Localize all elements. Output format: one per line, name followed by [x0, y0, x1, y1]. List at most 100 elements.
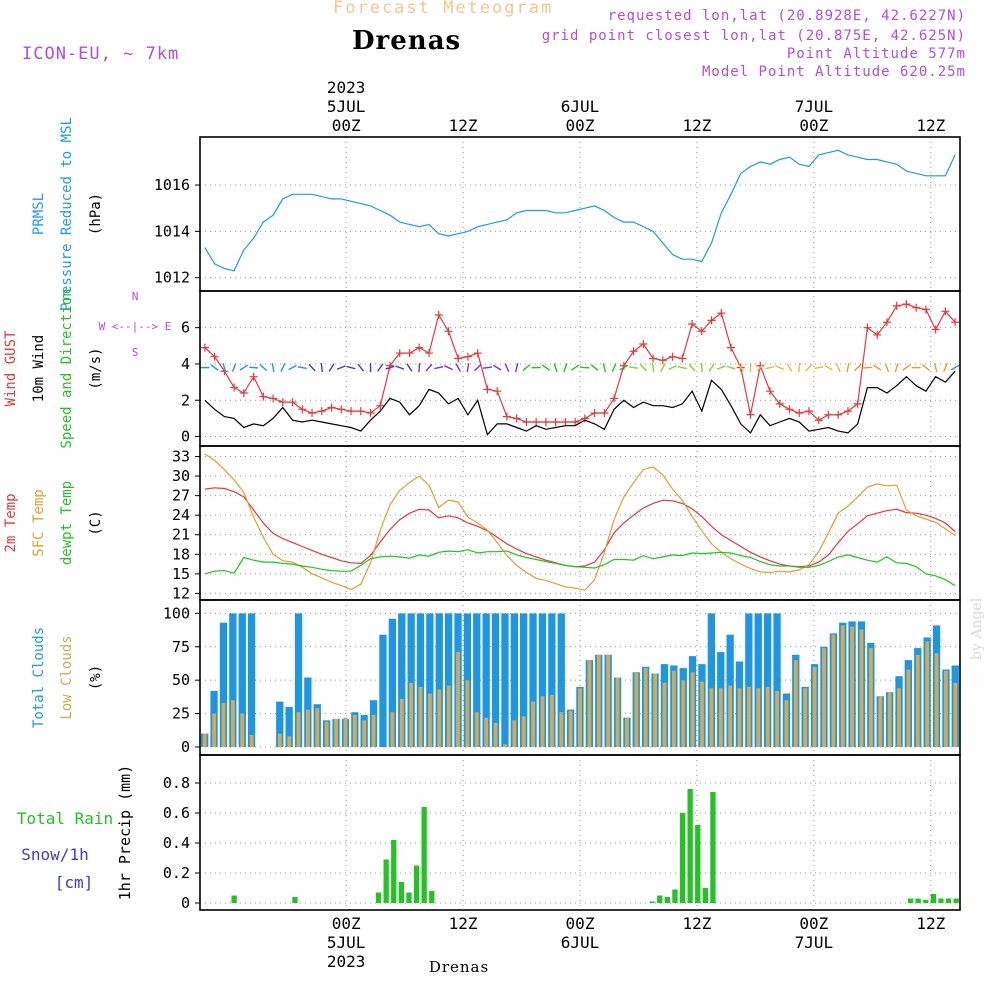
bar-low-clouds — [362, 720, 367, 747]
gust-marker — [532, 418, 541, 427]
bar-low-clouds — [512, 720, 517, 747]
wind-direction-arrow — [466, 363, 470, 373]
gust-marker — [561, 418, 570, 427]
bar-total-rain — [923, 900, 929, 903]
wind-direction-arrow — [639, 363, 648, 372]
gust-marker — [200, 343, 209, 352]
bar-low-clouds — [428, 693, 432, 747]
bar-total-rain — [649, 901, 655, 903]
bar-low-clouds — [334, 718, 338, 747]
bar-total-clouds — [538, 613, 547, 747]
panel-pressure: 1012 1014 1016 PRMSL Pressure Reduced to MSL… — [31, 117, 961, 311]
top-axis-label: 00Z — [566, 116, 595, 135]
wind-direction-arrow — [943, 363, 948, 373]
y-tick-label: 0.6 — [163, 804, 190, 822]
gust-marker — [327, 403, 336, 412]
bar-low-clouds — [634, 672, 639, 747]
top-axis-label: 2023 — [327, 78, 366, 97]
bar-total-clouds — [426, 613, 434, 747]
gust-marker — [347, 407, 356, 416]
bar-total-clouds — [745, 613, 753, 747]
wind-direction-arrow — [677, 365, 687, 370]
wind-direction-arrow — [716, 365, 726, 370]
gust-marker — [571, 418, 580, 427]
gust-marker — [951, 318, 960, 327]
wind-direction-arrow — [765, 365, 775, 370]
gust-marker — [902, 300, 911, 309]
bar-total-rain — [695, 825, 701, 903]
bar-low-clouds — [859, 629, 864, 747]
gust-marker — [688, 320, 697, 329]
bar-total-clouds — [407, 613, 415, 747]
panel-label: PRMSL — [31, 193, 47, 235]
wind-direction-arrow — [541, 364, 550, 371]
bar-low-clouds — [521, 716, 526, 747]
series-line-dewpt-temp — [204, 549, 956, 587]
snow-label: Snow/1h — [21, 845, 88, 864]
wind-direction-arrow — [797, 363, 801, 373]
y-tick-label: 27 — [172, 487, 190, 505]
bar-total-clouds — [754, 613, 762, 747]
series-line-2m-temp — [204, 487, 956, 568]
panel-label: Pressure Reduced to MSL — [59, 117, 75, 311]
panel-label: Wind GUST — [3, 330, 19, 406]
bar-low-clouds — [653, 673, 657, 747]
bar-low-clouds — [550, 694, 554, 747]
bottom-axis-label: 5JUL — [327, 933, 366, 952]
y-tick-label: 25 — [172, 705, 190, 723]
wind-direction-arrow — [775, 365, 785, 370]
bar-total-rain — [930, 894, 936, 903]
gust-marker — [600, 408, 609, 417]
bar-low-clouds — [493, 722, 498, 747]
bar-low-clouds — [503, 744, 507, 747]
wind-direction-arrow — [259, 364, 268, 372]
bar-total-clouds — [285, 706, 293, 747]
bar-low-clouds — [474, 712, 479, 747]
bar-low-clouds — [756, 688, 761, 747]
bar-total-clouds — [473, 613, 481, 747]
wind-direction-arrow — [708, 363, 715, 372]
bar-low-clouds — [728, 685, 732, 747]
bar-low-clouds — [456, 652, 460, 747]
gust-marker — [210, 352, 219, 361]
wind-direction-arrow — [492, 364, 502, 371]
bar-low-clouds — [747, 686, 751, 747]
bar-low-clouds — [878, 696, 883, 747]
bar-low-clouds — [531, 701, 535, 747]
wind-direction-arrow — [418, 363, 421, 373]
gust-marker — [912, 303, 921, 312]
bar-low-clouds — [793, 660, 798, 747]
gust-marker — [668, 352, 677, 361]
wind-direction-arrow — [737, 363, 744, 372]
y-tick-label: 75 — [172, 638, 190, 656]
panel-label: 1hr Precip (mm) — [116, 765, 134, 900]
gust-marker — [308, 408, 317, 417]
panel-label: 10m Wind — [31, 335, 47, 402]
bar-low-clouds — [775, 690, 779, 747]
bar-low-clouds — [784, 700, 789, 747]
bar-low-clouds — [625, 717, 629, 747]
bar-low-clouds — [840, 625, 845, 747]
gust-marker — [239, 389, 248, 397]
bar-total-clouds — [501, 613, 509, 747]
wind-direction-arrow — [346, 365, 356, 370]
bar-total-rain — [702, 888, 708, 903]
panel-label: (hPa) — [88, 193, 104, 235]
gust-marker — [434, 310, 443, 319]
wind-direction-arrow — [280, 363, 286, 372]
gust-marker — [775, 399, 784, 408]
y-tick-label: 2 — [181, 391, 190, 409]
panel-frame — [199, 754, 961, 911]
bar-low-clouds — [906, 669, 911, 747]
bottom-axis-label: 12Z — [449, 914, 478, 933]
gust-marker — [259, 392, 268, 401]
y-tick-label: 0.4 — [163, 834, 190, 852]
wind-direction-arrow — [902, 364, 911, 371]
gust-marker — [522, 418, 531, 427]
wind-direction-arrow — [602, 363, 607, 373]
gust-marker — [230, 383, 239, 392]
bar-total-clouds — [520, 613, 528, 747]
gust-marker — [746, 410, 755, 419]
wind-direction-arrow — [668, 365, 677, 371]
